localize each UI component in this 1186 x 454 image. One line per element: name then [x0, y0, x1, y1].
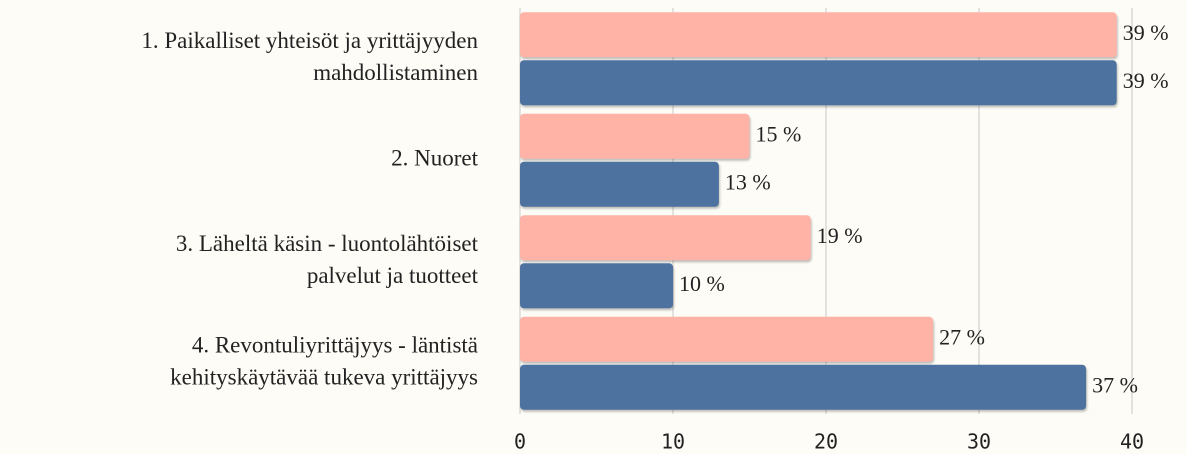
category-label-line: 4. Revontuliyrittäjyys - läntistä: [192, 333, 478, 358]
category-label: 4. Revontuliyrittäjyys - läntistä kehitys…: [170, 333, 478, 390]
x-tick-label: 20: [814, 430, 838, 454]
category-label-line: mahdollistaminen: [313, 60, 478, 85]
category-label: 1. Paikalliset yhteisöt ja yrittäjyyden m…: [141, 28, 478, 85]
category-label: 3. Läheltä käsin - luontolähtöiset palvel…: [176, 231, 479, 288]
value-label: 19 %: [817, 223, 863, 248]
bar: [520, 113, 750, 159]
value-label: 27 %: [939, 324, 985, 349]
category-label: 2. Nuoret: [391, 146, 478, 171]
bar: [520, 12, 1117, 58]
category-label-line: 3. Läheltä käsin - luontolähtöiset: [176, 231, 479, 256]
category-label-line: 1. Paikalliset yhteisöt ja yrittäjyyden: [141, 28, 478, 53]
bar: [520, 161, 719, 207]
value-label: 37 %: [1092, 372, 1138, 397]
bar: [520, 364, 1087, 410]
value-label: 10 %: [679, 271, 725, 296]
value-label: 13 %: [725, 169, 771, 194]
bar: [520, 215, 811, 261]
bar: [520, 316, 934, 362]
bar: [520, 60, 1117, 106]
value-label: 39 %: [1123, 20, 1169, 45]
bar: [520, 263, 673, 309]
x-tick-label: 30: [967, 430, 991, 454]
value-label: 15 %: [756, 121, 802, 146]
x-tick-label: 40: [1120, 430, 1144, 454]
category-label-line: palvelut ja tuotteet: [307, 263, 479, 288]
category-label-line: kehityskäytävää tukeva yrittäjyys: [170, 365, 478, 390]
x-tick-label: 10: [661, 430, 685, 454]
x-tick-label: 0: [514, 430, 526, 454]
value-label: 39 %: [1123, 68, 1169, 93]
